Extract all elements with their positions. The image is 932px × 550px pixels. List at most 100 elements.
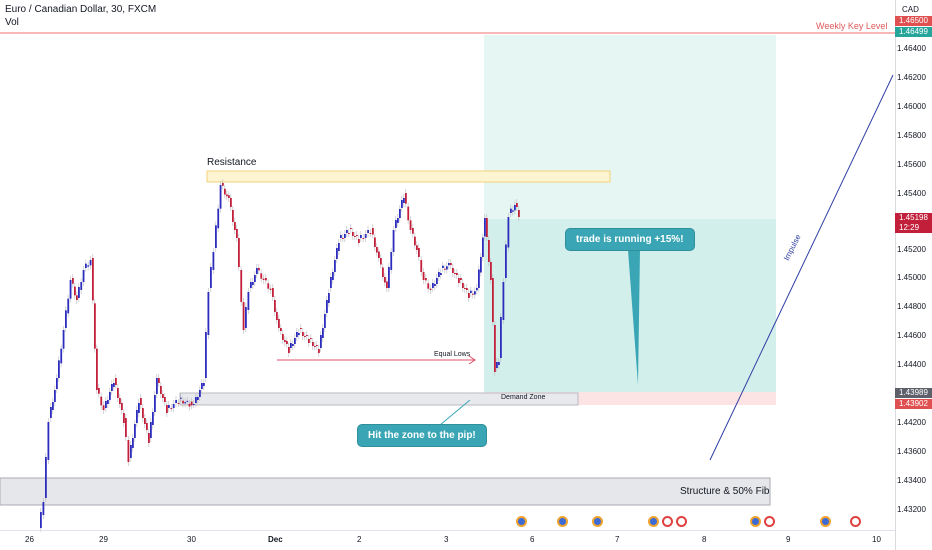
- price-candle: [446, 266, 448, 270]
- price-candle: [192, 404, 195, 405]
- equal-lows-label: Equal Lows: [434, 351, 471, 358]
- price-candle: [269, 288, 272, 290]
- price-candle: [142, 408, 144, 418]
- price-candle: [286, 341, 288, 344]
- price-candle: [212, 252, 215, 270]
- economic-event-icon[interactable]: [662, 516, 673, 527]
- price-candle: [146, 423, 148, 430]
- price-candle: [380, 258, 382, 265]
- price-tick-label: 1.45200: [897, 245, 926, 254]
- price-candle: [494, 325, 496, 372]
- price-candle: [160, 386, 162, 394]
- price-candle: [127, 440, 130, 462]
- economic-event-icon[interactable]: [764, 516, 775, 527]
- economic-event-icon[interactable]: [648, 516, 659, 527]
- price-candle: [205, 332, 207, 378]
- price-candle: [429, 288, 432, 290]
- time-tick-label: 29: [99, 535, 108, 544]
- price-candle: [278, 319, 280, 328]
- price-candle: [338, 243, 340, 251]
- time-tick-label: 6: [530, 535, 535, 544]
- price-candle: [450, 263, 452, 265]
- price-candle: [130, 445, 132, 458]
- price-candle: [258, 268, 260, 271]
- price-candle: [300, 328, 302, 329]
- price-candle: [364, 234, 367, 238]
- price-tick-label: 1.45600: [897, 160, 926, 169]
- price-candle: [288, 347, 290, 353]
- price-candle: [247, 292, 250, 310]
- price-candle: [195, 397, 197, 403]
- price-candle: [290, 343, 292, 348]
- economic-event-icon[interactable]: [592, 516, 603, 527]
- price-candle: [168, 405, 170, 408]
- price-candle: [367, 230, 369, 233]
- resistance-box: [206, 170, 611, 183]
- price-candle: [414, 236, 416, 246]
- price-candle: [132, 438, 134, 448]
- price-candle: [444, 268, 446, 270]
- currency-label[interactable]: CAD: [902, 5, 919, 14]
- price-candle: [115, 378, 117, 385]
- price-candle: [474, 291, 476, 295]
- price-candle: [232, 210, 234, 222]
- price-candle: [318, 349, 320, 353]
- economic-event-icon[interactable]: [750, 516, 761, 527]
- price-candle: [490, 262, 492, 280]
- hit-zone-bubble[interactable]: Hit the zone to the pip!: [357, 424, 487, 447]
- price-candle: [302, 332, 304, 336]
- price-candle: [294, 338, 296, 344]
- price-candle: [502, 282, 505, 320]
- price-candle: [80, 282, 83, 290]
- price-candle: [348, 233, 350, 234]
- price-candle: [500, 317, 502, 358]
- price-candle: [416, 245, 418, 250]
- price-candle: [250, 282, 252, 288]
- economic-event-icon[interactable]: [676, 516, 687, 527]
- price-candle: [422, 272, 425, 280]
- price-candle: [267, 283, 270, 289]
- price-candle: [50, 407, 52, 418]
- price-candle: [464, 288, 466, 289]
- price-candle: [484, 218, 486, 237]
- price-candle: [330, 277, 332, 288]
- price-candle: [470, 290, 472, 293]
- price-candle: [78, 287, 80, 298]
- price-candle: [56, 378, 58, 389]
- time-tick-label: 3: [444, 535, 449, 544]
- price-candle: [434, 284, 436, 286]
- volume-indicator-label[interactable]: Vol: [5, 17, 19, 28]
- trade-running-bubble[interactable]: trade is running +15%!: [565, 228, 695, 251]
- price-axis[interactable]: [895, 0, 932, 550]
- economic-event-icon[interactable]: [516, 516, 527, 527]
- price-candle: [390, 252, 393, 270]
- price-candle: [480, 257, 482, 273]
- price-candle: [507, 217, 510, 248]
- price-candle: [498, 362, 500, 365]
- price-tick-label: 1.45400: [897, 189, 926, 198]
- price-candle: [158, 378, 160, 383]
- economic-event-icon[interactable]: [850, 516, 861, 527]
- price-candle: [85, 263, 87, 268]
- time-axis-border: [0, 530, 895, 531]
- price-candle: [236, 229, 238, 238]
- price-candle: [144, 418, 146, 424]
- stop-price-badge: 1.43902: [895, 399, 932, 409]
- price-candle: [62, 330, 65, 349]
- price-candle: [226, 194, 228, 197]
- price-tick-label: 1.44800: [897, 302, 926, 311]
- time-tick-label: 26: [25, 535, 34, 544]
- price-candle: [282, 334, 284, 340]
- price-candle: [514, 205, 516, 211]
- price-candle: [45, 457, 47, 498]
- price-candle: [492, 278, 494, 322]
- price-candle: [156, 378, 158, 394]
- chart-canvas[interactable]: [0, 0, 895, 550]
- price-candle: [224, 188, 226, 195]
- price-candle: [234, 222, 236, 230]
- price-candle: [298, 333, 300, 335]
- weekly-key-level-label: Weekly Key Level: [816, 21, 888, 31]
- economic-event-icon[interactable]: [820, 516, 831, 527]
- economic-event-icon[interactable]: [557, 516, 568, 527]
- price-candle: [395, 220, 397, 228]
